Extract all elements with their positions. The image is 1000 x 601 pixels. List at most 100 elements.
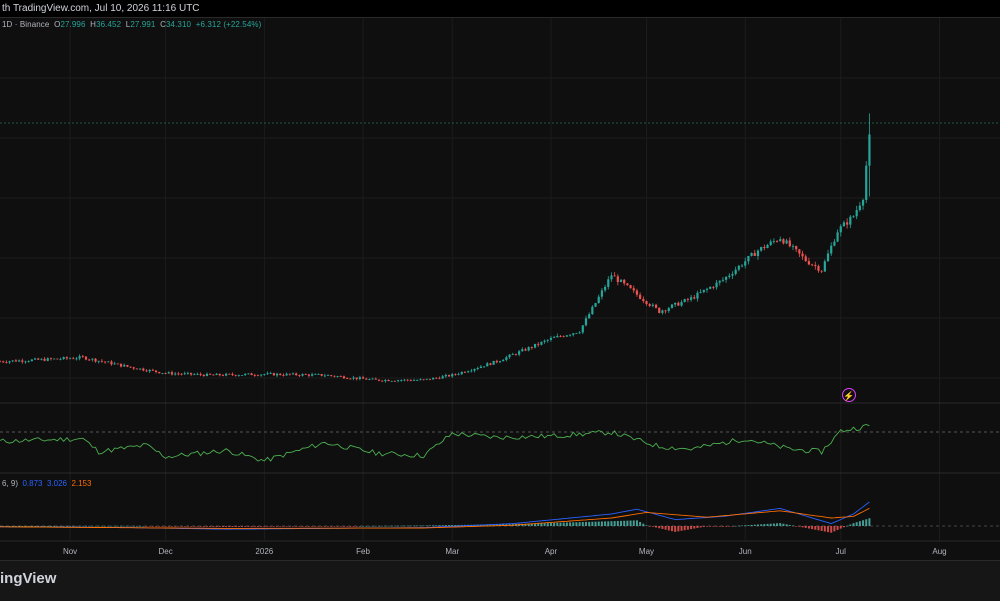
macd-histogram-bar — [180, 526, 183, 527]
candle-body — [715, 282, 718, 288]
candle-body — [212, 374, 215, 376]
candle-body — [304, 374, 307, 375]
candle-body — [151, 369, 154, 371]
macd-histogram-bar — [553, 522, 556, 526]
macd-histogram-bar — [626, 520, 629, 526]
macd-histogram-bar — [164, 526, 167, 527]
candle-body — [339, 376, 342, 377]
candle-body — [275, 373, 279, 376]
macd-histogram-bar — [282, 526, 285, 527]
macd-params: 6, 9) — [2, 479, 19, 488]
candle-body — [680, 302, 683, 306]
candle-body — [581, 325, 584, 333]
chart-area[interactable]: Nov Dec 2026 Feb Mar Apr May Jun Jul Aug — [0, 18, 1000, 560]
macd-histogram-bar — [24, 525, 27, 527]
macd-histogram-bar — [651, 526, 654, 527]
macd-histogram-bar — [129, 525, 132, 527]
candle-body — [779, 239, 782, 242]
macd-histogram-bar — [686, 526, 689, 530]
candle-body — [527, 347, 530, 351]
macd-histogram-bar — [648, 526, 651, 527]
candle-body — [670, 304, 674, 309]
candle-body — [244, 373, 247, 376]
macd-histogram-bar — [562, 522, 565, 526]
candle-body — [460, 371, 463, 375]
candle-body — [731, 273, 734, 276]
candle-body — [256, 375, 260, 377]
candle-body — [457, 374, 460, 375]
candle-body — [110, 361, 113, 365]
chart-svg[interactable]: Nov Dec 2026 Feb Mar Apr May Jun Jul Aug — [0, 18, 1000, 560]
macd-histogram-bar — [196, 526, 199, 527]
rsi-line — [0, 424, 870, 462]
candle-body — [549, 337, 553, 340]
candle-body — [205, 373, 209, 377]
candle-body — [546, 339, 549, 341]
candle-body — [164, 373, 167, 374]
candle-body — [524, 349, 527, 351]
macd-histogram-bar — [486, 524, 489, 526]
candle-body — [820, 270, 823, 272]
macd-histogram-bar — [397, 525, 400, 527]
macd-histogram-bar — [228, 526, 231, 527]
change-value: +6.312 (+22.54%) — [195, 20, 262, 29]
low-label: L — [125, 20, 131, 29]
macd-histogram-bar — [253, 526, 256, 527]
candle-body — [807, 261, 811, 265]
candle-body — [578, 332, 581, 334]
tradingview-brand[interactable]: ingView — [0, 570, 57, 587]
hist-value: 2.153 — [71, 479, 92, 488]
candle-body — [432, 377, 435, 380]
candle-body — [511, 354, 514, 356]
macd-histogram-bar — [750, 524, 753, 526]
candle-body — [651, 304, 654, 306]
macd-histogram-bar — [241, 526, 244, 527]
macd-histogram-bar — [734, 525, 737, 527]
macd-histogram-bar — [763, 524, 766, 526]
macd-histogram-bar — [655, 526, 658, 528]
candle-body — [540, 341, 543, 345]
candle-body — [202, 374, 205, 377]
macd-histogram-bar — [148, 526, 151, 527]
candle-body — [826, 253, 830, 262]
macd-histogram-bar — [167, 526, 170, 527]
macd-histogram-bar — [811, 526, 814, 530]
x-axis[interactable]: Nov Dec 2026 Feb Mar Apr May Jun Jul Aug — [63, 547, 947, 556]
macd-histogram-bar — [600, 521, 603, 526]
macd-histogram-bar — [237, 526, 240, 527]
candle-body — [855, 210, 858, 217]
candle-body — [142, 368, 145, 371]
candle-body — [642, 298, 645, 302]
candle-body — [336, 376, 339, 377]
macd-histogram-bar — [549, 522, 552, 526]
macd-histogram-bar — [591, 521, 594, 526]
candle-body — [689, 297, 693, 300]
candle-body — [30, 359, 33, 362]
candle-body — [49, 358, 53, 360]
macd-histogram-bar — [632, 520, 635, 526]
macd-histogram-bar — [342, 526, 345, 527]
macd-legend[interactable]: 6, 9) 0.873 3.026 2.153 — [2, 479, 91, 488]
candle-body — [390, 380, 393, 382]
macd-histogram-bar — [88, 525, 91, 527]
candle-body — [705, 288, 709, 290]
candle-body — [368, 379, 371, 380]
macd-histogram-bar — [584, 521, 587, 526]
candle-body — [530, 347, 533, 348]
candle-body — [766, 245, 769, 249]
macd-line — [0, 501, 870, 530]
candle-body — [677, 302, 680, 306]
macd-histogram-bar — [833, 526, 836, 532]
low-value: 27.991 — [130, 20, 156, 29]
candle-body — [674, 302, 677, 305]
candle-body — [785, 240, 788, 244]
candle-body — [419, 379, 422, 381]
candle-body — [393, 380, 397, 382]
candle-body — [839, 226, 842, 233]
macd-histogram-bar — [377, 525, 380, 527]
candle-body — [282, 375, 285, 376]
candle-body — [103, 361, 107, 363]
lightning-icon[interactable]: ⚡ — [842, 388, 856, 402]
macd-histogram-bar — [534, 523, 537, 526]
candle-body — [489, 363, 492, 365]
